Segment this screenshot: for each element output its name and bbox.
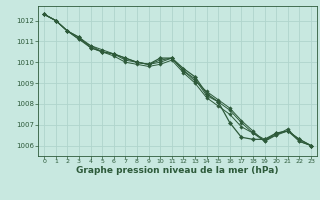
X-axis label: Graphe pression niveau de la mer (hPa): Graphe pression niveau de la mer (hPa) (76, 166, 279, 175)
